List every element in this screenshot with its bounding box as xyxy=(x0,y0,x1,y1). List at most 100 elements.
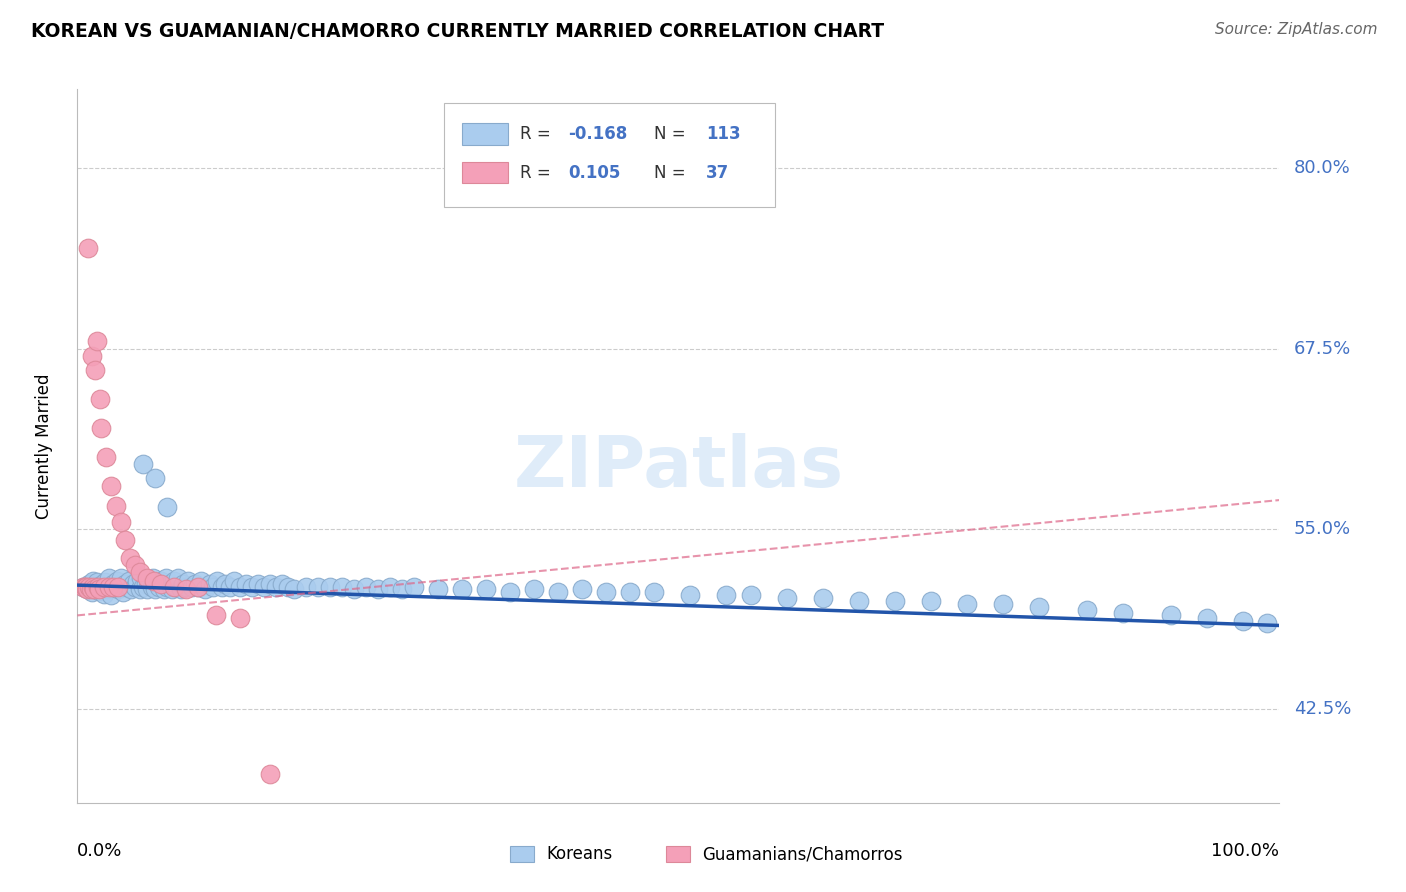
Point xyxy=(402,580,425,594)
Point xyxy=(82,580,104,594)
Point xyxy=(148,580,170,594)
Point xyxy=(114,533,136,548)
Point xyxy=(186,580,209,594)
Point xyxy=(115,580,138,594)
Point xyxy=(319,580,342,594)
Point xyxy=(90,421,112,435)
Point xyxy=(172,576,194,591)
Point xyxy=(118,574,141,588)
Point xyxy=(127,574,149,588)
Text: 37: 37 xyxy=(706,164,730,182)
Point xyxy=(354,580,377,594)
Point xyxy=(162,574,184,588)
Text: 67.5%: 67.5% xyxy=(1294,340,1351,358)
Point xyxy=(96,450,118,464)
Point xyxy=(84,363,107,377)
Point xyxy=(643,585,665,599)
Point xyxy=(110,571,132,585)
Point xyxy=(124,558,146,572)
Point xyxy=(141,580,163,594)
Point xyxy=(80,585,103,599)
Point xyxy=(114,576,136,591)
Text: R =: R = xyxy=(520,164,555,182)
Point xyxy=(79,582,101,597)
Point xyxy=(87,582,110,597)
Point xyxy=(128,582,150,597)
Point xyxy=(184,576,207,591)
Point xyxy=(93,580,115,594)
Point xyxy=(143,574,166,588)
Point xyxy=(523,582,546,597)
Bar xyxy=(666,847,690,862)
Point xyxy=(219,580,242,594)
Point xyxy=(228,580,250,594)
Point xyxy=(73,580,96,594)
Point xyxy=(202,580,225,594)
Point xyxy=(177,574,200,588)
Point xyxy=(72,580,94,594)
Point xyxy=(991,597,1014,611)
Point xyxy=(132,580,155,594)
Point xyxy=(330,580,353,594)
Point xyxy=(270,576,292,591)
Point xyxy=(775,591,797,606)
Point xyxy=(90,578,112,592)
Point xyxy=(222,574,245,588)
Point xyxy=(105,574,128,588)
Bar xyxy=(510,847,534,862)
Point xyxy=(167,571,190,585)
Point xyxy=(82,574,104,588)
Point xyxy=(253,580,276,594)
Point xyxy=(211,580,233,594)
Point xyxy=(136,582,159,597)
Point xyxy=(259,767,281,781)
Point xyxy=(378,580,401,594)
Point xyxy=(920,594,942,608)
Text: Koreans: Koreans xyxy=(546,846,613,863)
Point xyxy=(204,608,226,623)
Point xyxy=(132,457,155,471)
Point xyxy=(110,515,132,529)
Point xyxy=(264,580,287,594)
Point xyxy=(94,575,117,590)
Point xyxy=(277,580,299,594)
Point xyxy=(129,571,152,585)
FancyBboxPatch shape xyxy=(444,103,775,207)
Text: Guamanians/Chamorros: Guamanians/Chamorros xyxy=(703,846,903,863)
Point xyxy=(883,594,905,608)
Point xyxy=(136,571,159,585)
Text: KOREAN VS GUAMANIAN/CHAMORRO CURRENTLY MARRIED CORRELATION CHART: KOREAN VS GUAMANIAN/CHAMORRO CURRENTLY M… xyxy=(31,22,884,41)
Text: ZIPatlas: ZIPatlas xyxy=(513,433,844,502)
Point xyxy=(135,576,157,591)
Point xyxy=(1232,614,1254,628)
Point xyxy=(146,576,169,591)
Point xyxy=(190,574,212,588)
Point xyxy=(1197,611,1219,625)
Point xyxy=(76,582,98,597)
Point xyxy=(89,392,111,406)
Point xyxy=(155,571,177,585)
Point xyxy=(246,576,269,591)
Point xyxy=(499,585,522,599)
Point xyxy=(75,580,97,594)
Text: -0.168: -0.168 xyxy=(568,125,627,143)
Point xyxy=(150,576,173,591)
Point xyxy=(235,576,257,591)
Point xyxy=(80,349,103,363)
Point xyxy=(97,580,120,594)
Text: 0.0%: 0.0% xyxy=(77,842,122,860)
Point xyxy=(128,565,150,579)
Point xyxy=(186,580,209,594)
Point xyxy=(107,580,129,594)
Point xyxy=(214,576,236,591)
Point xyxy=(86,575,108,590)
Point xyxy=(72,580,94,594)
Point xyxy=(294,580,316,594)
Point xyxy=(571,582,593,597)
Point xyxy=(205,574,228,588)
Point xyxy=(343,582,366,597)
Point xyxy=(174,580,197,594)
Point xyxy=(156,500,179,515)
Point xyxy=(174,582,197,597)
Point xyxy=(240,580,263,594)
